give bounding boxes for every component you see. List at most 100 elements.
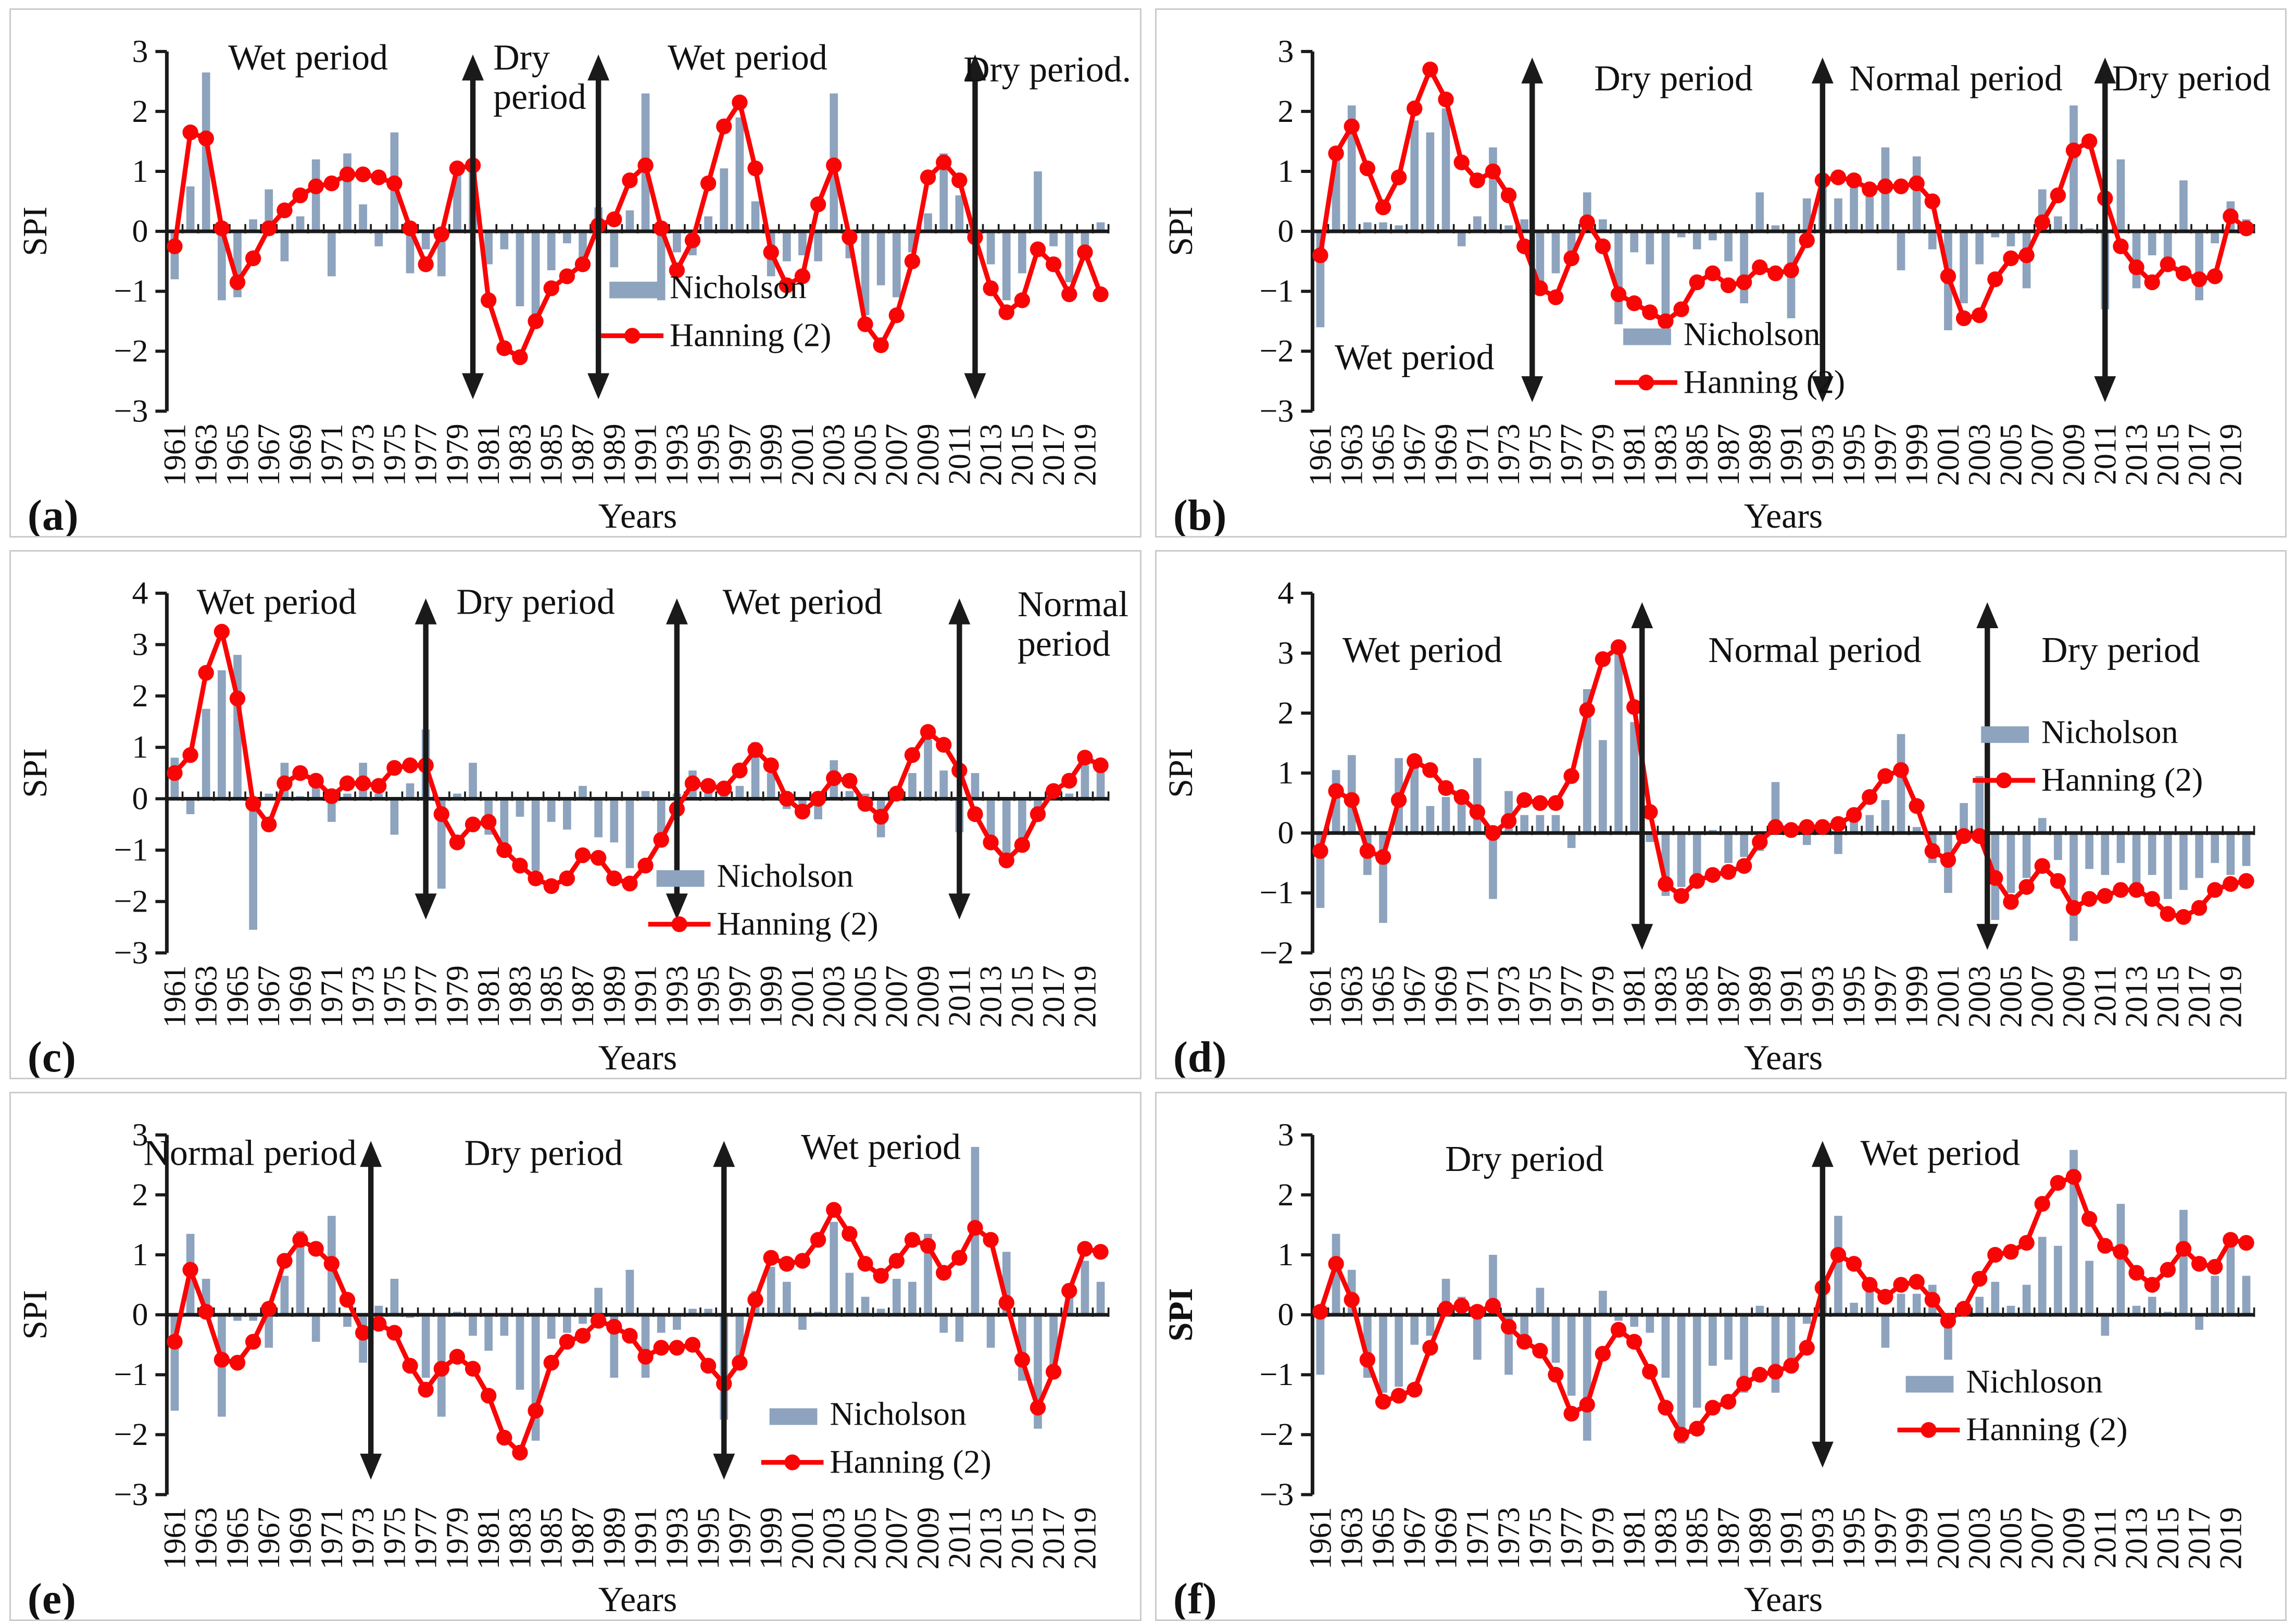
- bar: [2132, 833, 2140, 884]
- year-tick-label: 2003: [1962, 1507, 1997, 1569]
- line-marker: [1516, 792, 1532, 808]
- bar: [798, 1314, 807, 1330]
- line-marker: [1327, 145, 1344, 161]
- line-marker: [998, 1294, 1014, 1311]
- y-axis-title: SPI: [1161, 207, 1199, 256]
- year-tick-label: 2017: [1036, 423, 1071, 486]
- bar: [453, 793, 461, 799]
- year-tick-label: 2011: [942, 423, 976, 484]
- bar: [704, 1308, 712, 1315]
- line-marker: [1595, 238, 1611, 255]
- line-marker: [2018, 1235, 2035, 1251]
- bar: [1661, 231, 1670, 336]
- x-tick-labels: 1961196319651967196919711973197519771979…: [1303, 965, 2248, 1028]
- legend-line-marker: [784, 1454, 800, 1470]
- bar: [1881, 1314, 1889, 1348]
- year-tick-label: 2013: [2119, 423, 2153, 486]
- line-marker: [1814, 819, 1830, 835]
- line-marker: [888, 307, 905, 323]
- bar: [1473, 216, 1482, 232]
- bar: [2022, 1285, 2030, 1315]
- bar: [516, 799, 524, 817]
- line-marker: [1846, 807, 1862, 823]
- bar: [876, 231, 885, 285]
- bar: [1724, 1314, 1733, 1360]
- line-marker: [1987, 1246, 2003, 1263]
- bar: [1661, 1314, 1670, 1378]
- bar: [610, 231, 619, 268]
- bar: [311, 1314, 320, 1342]
- bar: [1849, 821, 1858, 833]
- year-tick-label: 1991: [1774, 965, 1808, 1028]
- arrowhead-up: [713, 1141, 735, 1167]
- bar: [641, 791, 650, 799]
- bar: [2085, 1261, 2093, 1315]
- zero-axis: [166, 224, 1110, 234]
- year-tick-label: 1965: [1365, 965, 1400, 1028]
- bar: [374, 793, 383, 799]
- line-marker: [1861, 789, 1877, 805]
- line-marker: [606, 1318, 622, 1335]
- year-tick-label: 1991: [629, 965, 663, 1028]
- year-tick-label: 1967: [252, 965, 286, 1028]
- year-tick-label: 1987: [566, 1507, 600, 1569]
- line-marker: [2112, 238, 2129, 255]
- line-marker: [1767, 265, 1784, 281]
- y-tick-label: 4: [1277, 576, 1294, 611]
- bar: [798, 231, 807, 256]
- bar: [343, 153, 352, 232]
- line-marker: [1312, 1303, 1328, 1320]
- bar: [1457, 231, 1466, 246]
- bar: [2053, 216, 2062, 232]
- x-tick-labels: 1961196319651967196919711973197519771979…: [157, 1507, 1102, 1569]
- bar: [233, 1314, 242, 1321]
- bar: [516, 1314, 524, 1390]
- bar: [1426, 806, 1434, 833]
- line-marker: [2206, 882, 2223, 898]
- year-tick-label: 1985: [534, 1507, 569, 1569]
- bar: [986, 1314, 995, 1348]
- bar: [2194, 1314, 2203, 1330]
- line-marker: [2191, 271, 2207, 288]
- line-marker: [1751, 834, 1767, 850]
- zero-axis: [166, 791, 1110, 801]
- year-tick-label: 1979: [1585, 423, 1620, 486]
- year-tick-label: 1993: [660, 423, 694, 486]
- bar: [1802, 198, 1811, 232]
- line-marker: [983, 280, 999, 296]
- year-tick-label: 1973: [1491, 1507, 1526, 1569]
- legend-label-hanning: Hanning (2): [2041, 761, 2202, 798]
- divider-arrow: [1811, 1141, 1834, 1468]
- year-tick-label: 2003: [817, 423, 851, 486]
- line-marker: [481, 1388, 497, 1404]
- bar: [892, 231, 901, 297]
- arrowhead-up: [360, 1141, 382, 1167]
- bar: [547, 1314, 556, 1339]
- year-tick-label: 1973: [1491, 423, 1526, 486]
- year-tick-label: 1981: [1617, 965, 1651, 1028]
- line-marker: [182, 1262, 198, 1278]
- year-tick-label: 1985: [534, 423, 569, 486]
- year-tick-label: 1967: [1397, 1507, 1432, 1569]
- line-marker: [2222, 1231, 2239, 1248]
- line-marker: [2144, 1277, 2160, 1293]
- line-marker: [371, 1315, 387, 1332]
- bar: [861, 231, 870, 316]
- year-tick-label: 2019: [1068, 1507, 1102, 1569]
- bar: [939, 1314, 948, 1333]
- period-label: Wet period: [1334, 338, 1494, 378]
- bar: [327, 231, 336, 277]
- panel-d: −2 −1 0 1 2 3 4 SPI Wet period Normal period Dry p…: [1155, 550, 2287, 1079]
- line-marker: [637, 157, 654, 173]
- y-tick-label: 4: [132, 576, 148, 611]
- bar: [2038, 1237, 2047, 1315]
- line-marker: [637, 1349, 654, 1365]
- bar: [1629, 722, 1638, 833]
- bar: [908, 1281, 917, 1315]
- line-marker: [167, 1333, 183, 1350]
- line-marker: [1940, 268, 1956, 284]
- line-marker: [1877, 1289, 1893, 1305]
- nicholson-bars: [1316, 1150, 2250, 1444]
- divider-arrow: [415, 598, 437, 920]
- year-tick-label: 1969: [1428, 423, 1463, 486]
